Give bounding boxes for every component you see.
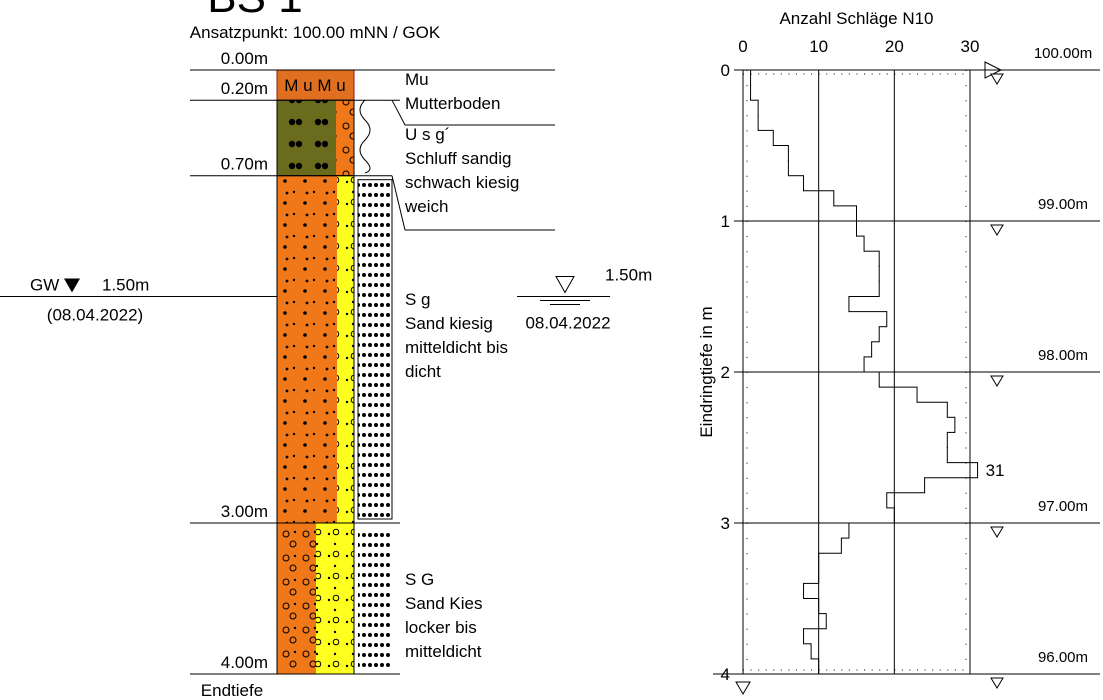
soil-fill <box>336 100 354 176</box>
y-axis-title: Eindringtiefe in m <box>697 306 716 437</box>
depth-label: 0.20m <box>221 79 268 98</box>
layer-description: dicht <box>405 362 441 381</box>
layer-description: U s g´ <box>405 125 450 144</box>
title: BS 1 <box>207 0 302 22</box>
soil-fill <box>277 176 337 523</box>
gw-label: GW <box>30 276 59 295</box>
y-tick-label: 0 <box>721 61 730 80</box>
y-tick-label: 2 <box>721 363 730 382</box>
x-tick-label: 30 <box>961 37 980 56</box>
soil-fill <box>277 100 336 176</box>
level-marker <box>991 225 1003 235</box>
description-connector <box>392 100 405 125</box>
gw-symbol-depth: 1.50m <box>605 266 652 285</box>
depth-label: 4.00m <box>221 653 268 672</box>
end-arrow <box>736 682 750 694</box>
layer-description: Mutterboden <box>405 94 500 113</box>
layer-description: locker bis <box>405 618 477 637</box>
depth-label: 0.70m <box>221 155 268 174</box>
y2-tick-label: 98.00m <box>1038 347 1088 364</box>
layer-description: Schluff sandig <box>405 149 511 168</box>
layer-description: weich <box>404 197 448 216</box>
layer-description: Sand Kies <box>405 594 483 613</box>
gw-symbol-date: 08.04.2022 <box>525 314 610 333</box>
start-point: Ansatzpunkt: 100.00 mNN / GOK <box>190 23 441 42</box>
x-tick-label: 20 <box>885 37 904 56</box>
layer-description: mitteldicht <box>405 642 482 661</box>
y2-tick-label: 99.00m <box>1038 196 1088 213</box>
soil-fill <box>337 176 354 523</box>
level-marker <box>991 678 1003 688</box>
y2-tick-label: 97.00m <box>1038 498 1088 515</box>
layer-description: S g <box>405 290 431 309</box>
gw-depth: 1.50m <box>102 276 149 295</box>
level-marker <box>991 376 1003 386</box>
layer-description: S G <box>405 570 434 589</box>
depth-label: 3.00m <box>221 502 268 521</box>
y-tick-label: 1 <box>721 212 730 231</box>
x-tick-label: 10 <box>809 37 828 56</box>
diagram: BS 1 Ansatzpunkt: 100.00 mNN / GOK Endti… <box>0 0 1103 700</box>
layer-symbol: M u M u <box>284 76 345 95</box>
layer-description: mitteldicht bis <box>405 338 508 357</box>
description-connector <box>392 176 405 230</box>
hatch-column <box>358 180 392 519</box>
x-tick-label: 0 <box>738 37 747 56</box>
hatch-column <box>358 527 392 670</box>
layer-description: Sand kiesig <box>405 314 493 333</box>
page: BS 1 Ansatzpunkt: 100.00 mNN / GOK Endti… <box>0 0 1103 700</box>
gw-date: (08.04.2022) <box>47 306 143 325</box>
y-tick-label: 3 <box>721 514 730 533</box>
soil-fill <box>277 523 316 674</box>
y2-tick-label: 100.00m <box>1034 45 1092 62</box>
gw-symbol <box>556 277 574 293</box>
level-marker <box>991 74 1003 84</box>
wavy-line <box>360 100 370 173</box>
layer-description: Mu <box>405 70 429 89</box>
depth-label: 0.00m <box>221 49 268 68</box>
soil-fill <box>316 523 354 674</box>
end-label: Endtiefe <box>201 681 263 700</box>
level-marker <box>991 527 1003 537</box>
y2-tick-label: 96.00m <box>1038 649 1088 666</box>
gw-triangle <box>64 279 80 293</box>
chart-title: Anzahl Schläge N10 <box>779 9 933 28</box>
layer-description: schwach kiesig <box>405 173 519 192</box>
value-label: 31 <box>986 461 1005 480</box>
